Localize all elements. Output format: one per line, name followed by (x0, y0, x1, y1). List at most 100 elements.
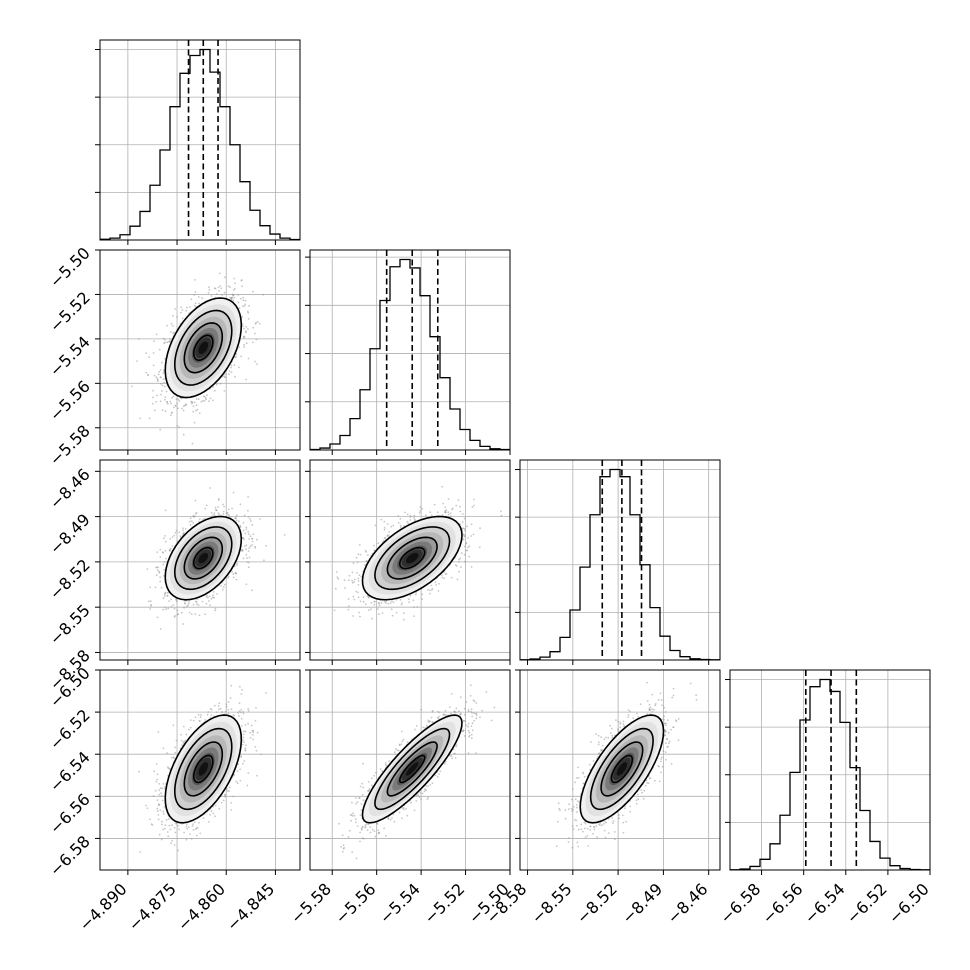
scatter-point (198, 821, 200, 824)
scatter-point (218, 702, 221, 705)
scatter-point (162, 828, 165, 831)
scatter-point (447, 511, 450, 514)
scatter-point (192, 515, 195, 518)
scatter-point (428, 720, 431, 723)
contour-line-0 (398, 754, 426, 784)
scatter-point (162, 608, 165, 611)
scatter-point (367, 554, 369, 557)
scatter-point (251, 537, 253, 540)
scatter-point (450, 515, 452, 518)
scatter-point (347, 836, 350, 838)
x-tick-label-1: −5.54 (376, 879, 424, 927)
scatter-point (243, 346, 246, 348)
scatter-point (210, 714, 213, 716)
scatter-point (612, 822, 614, 824)
scatter-point (661, 756, 663, 759)
scatter-point (219, 707, 222, 710)
scatter-point (245, 544, 248, 547)
scatter-point (398, 744, 401, 747)
scatter-point (371, 777, 373, 780)
scatter-point (461, 521, 464, 523)
scatter-point (201, 600, 204, 603)
scatter-point (493, 706, 496, 709)
scatter-point (467, 722, 470, 725)
scatter-point (576, 806, 578, 809)
scatter-point (605, 736, 607, 739)
scatter-point (391, 614, 394, 617)
scatter-point (420, 708, 423, 711)
scatter-point (449, 512, 452, 515)
scatter-point (232, 576, 235, 579)
contour-line-2 (374, 727, 451, 811)
scatter-point (236, 782, 239, 785)
scatter-point (182, 725, 185, 728)
scatter-point (574, 798, 577, 801)
scatter-point (470, 737, 473, 740)
scatter-point (450, 712, 452, 715)
scatter-point (240, 756, 243, 758)
scatter-point (387, 817, 390, 820)
scatter-point (654, 703, 657, 705)
scatter-point (343, 579, 346, 582)
scatter-point (159, 576, 162, 578)
scatter-point (355, 821, 357, 824)
scatter-point (172, 724, 175, 727)
scatter-point (341, 850, 344, 853)
scatter-point (389, 818, 392, 821)
scatter-point (146, 807, 149, 810)
scatter-point (230, 684, 233, 687)
scatter-point (192, 719, 195, 722)
scatter-point (209, 487, 212, 489)
scatter-point (472, 533, 475, 536)
scatter-point (217, 512, 220, 514)
scatter-point (636, 712, 638, 715)
scatter-point (218, 289, 221, 292)
scatter-point (220, 287, 223, 290)
scatter-point (406, 513, 409, 516)
scatter-point (221, 711, 223, 713)
scatter-point (246, 561, 249, 563)
scatter-point (138, 770, 140, 773)
scatter-point (467, 729, 470, 732)
scatter-point (149, 586, 152, 589)
scatter-point (401, 602, 403, 604)
scatter-point (164, 341, 166, 344)
scatter-point (160, 838, 163, 841)
scatter-point (162, 597, 165, 600)
scatter-point (586, 834, 589, 837)
scatter-point (464, 529, 466, 532)
scatter-point (405, 807, 407, 810)
scatter-point (412, 599, 415, 602)
scatter-point (567, 808, 570, 810)
scatter-point (422, 726, 424, 729)
scatter-point (235, 578, 238, 581)
scatter-point (622, 821, 625, 824)
scatter-point (347, 579, 350, 581)
scatter-point (249, 535, 252, 538)
scatter-point (228, 786, 231, 789)
scatter-point (370, 784, 373, 787)
scatter-point (605, 821, 608, 824)
scatter-point (625, 820, 627, 823)
scatter-point (421, 593, 424, 596)
scatter-point (571, 825, 574, 827)
scatter-point (463, 713, 466, 716)
scatter-point (164, 549, 167, 552)
scatter-point (455, 707, 458, 710)
scatter-point (430, 716, 433, 719)
scatter-point (209, 707, 212, 710)
scatter-point (473, 504, 475, 507)
scatter-point (471, 506, 474, 508)
scatter-point (171, 536, 174, 538)
scatter-point (170, 605, 173, 608)
scatter-point (242, 739, 244, 741)
scatter-point (283, 534, 286, 536)
scatter-point (230, 708, 233, 710)
scatter-point (413, 606, 415, 608)
scatter-point (233, 277, 236, 280)
scatter-point (162, 372, 165, 374)
scatter-point (598, 741, 600, 744)
scatter-point (197, 398, 200, 400)
x-tick-label-2: −8.46 (663, 879, 711, 927)
scatter-point (648, 777, 651, 780)
